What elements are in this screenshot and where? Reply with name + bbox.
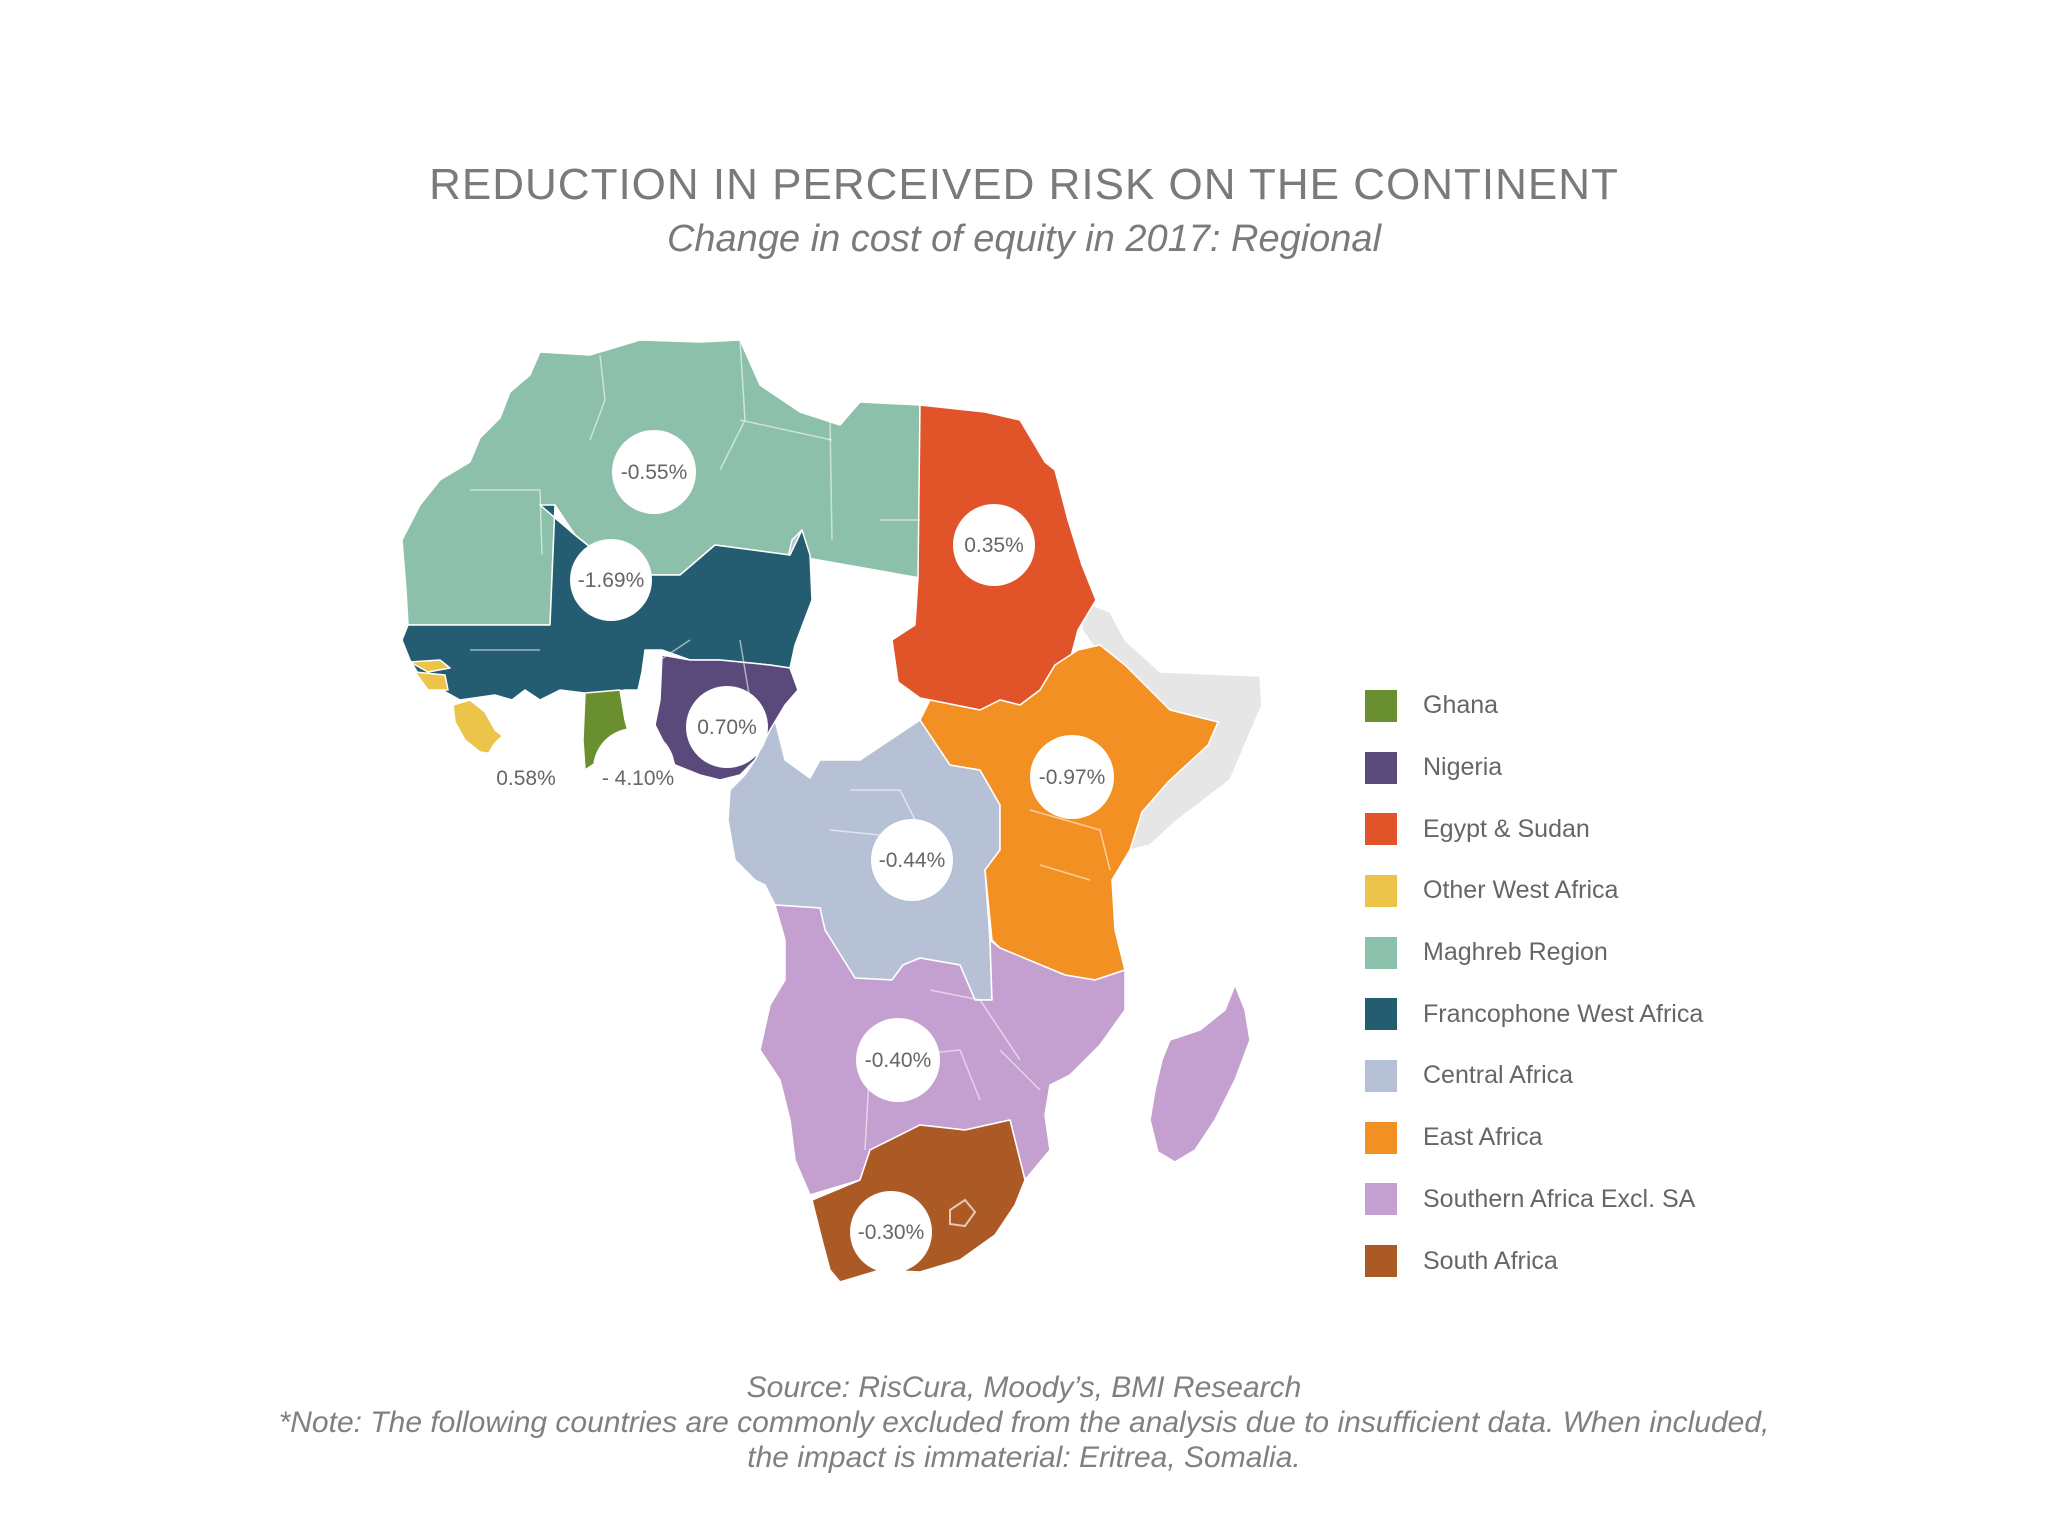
legend-swatch (1365, 813, 1397, 846)
value-label-maghreb: -0.55% (621, 461, 688, 484)
legend-item-maghreb: Maghreb Region (1365, 922, 1925, 984)
legend-swatch (1365, 936, 1397, 969)
legend-swatch (1365, 751, 1397, 784)
region-madagascar (1149, 984, 1251, 1163)
value-label-east: -0.97% (1039, 766, 1106, 789)
region-other-west-c (414, 671, 449, 691)
legend-swatch (1365, 874, 1397, 907)
value-bubble-east: -0.97% (1030, 735, 1114, 819)
legend-item-ghana: Ghana (1365, 675, 1925, 737)
footer-notes: Source: RisCura, Moody’s, BMI Research *… (0, 1370, 2048, 1475)
legend-label: Other West Africa (1423, 876, 1619, 905)
value-bubble-central: -0.44% (871, 819, 953, 901)
value-label-francophone: -1.69% (578, 569, 645, 592)
legend-swatch (1365, 998, 1397, 1031)
value-label-egypt-sudan: 0.35% (964, 534, 1024, 557)
legend-item-southern: Southern Africa Excl. SA (1365, 1169, 1925, 1231)
internal-borders (470, 339, 1111, 1151)
value-bubble-nigeria: 0.70% (686, 686, 768, 768)
region-southern (759, 904, 1126, 1196)
value-bubble-south-africa: -0.30% (850, 1191, 932, 1273)
legend-item-francophone: Francophone West Africa (1365, 983, 1925, 1045)
value-label-ghana: - 4.10% (602, 767, 674, 790)
legend-label: East Africa (1423, 1123, 1543, 1152)
value-bubble-ghana: - 4.10% (593, 728, 675, 810)
value-label-south-africa: -0.30% (858, 1221, 925, 1244)
value-label-southern: -0.40% (865, 1049, 932, 1072)
legend-swatch (1365, 1059, 1397, 1092)
legend-item-egypt-sudan: Egypt & Sudan (1365, 798, 1925, 860)
source-note: Source: RisCura, Moody’s, BMI Research (746, 1371, 1302, 1404)
legend-label: Ghana (1423, 691, 1499, 720)
legend-label: Central Africa (1423, 1061, 1574, 1090)
legend-item-central: Central Africa (1365, 1045, 1925, 1107)
value-bubble-maghreb: -0.55% (612, 430, 696, 514)
value-bubble-other-west: 0.58% (485, 728, 567, 810)
legend-label: Nigeria (1423, 753, 1503, 782)
legend-item-east: East Africa (1365, 1107, 1925, 1169)
map-legend: Ghana Nigeria Egypt & Sudan Other West A… (1365, 675, 1925, 1292)
chart-title: REDUCTION IN PERCEIVED RISK ON THE CONTI… (429, 160, 1619, 209)
legend-item-other-west-africa: Other West Africa (1365, 860, 1925, 922)
legend-label: Southern Africa Excl. SA (1423, 1184, 1696, 1213)
legend-swatch (1365, 1183, 1397, 1216)
value-label-nigeria: 0.70% (697, 716, 757, 739)
value-label-other-west: 0.58% (496, 767, 556, 790)
legend-label: Egypt & Sudan (1423, 814, 1590, 843)
legend-swatch (1365, 689, 1397, 722)
legend-label: Francophone West Africa (1423, 999, 1704, 1028)
value-bubble-southern: -0.40% (856, 1018, 940, 1102)
legend-item-nigeria: Nigeria (1365, 737, 1925, 799)
lesotho-outline (949, 1198, 977, 1228)
legend-label: South Africa (1423, 1246, 1558, 1275)
value-bubble-egypt-sudan: 0.35% (953, 504, 1035, 586)
africa-map: -0.55% 0.35% -1.69% 0.70% -0.97% -0.44% … (401, 339, 1263, 1283)
exclusion-note-continued: the impact is immaterial: Eritrea, Somal… (747, 1441, 1301, 1474)
chart-subtitle: Change in cost of equity in 2017: Region… (666, 218, 1382, 260)
value-label-central: -0.44% (879, 849, 946, 872)
legend-swatch (1365, 1245, 1397, 1278)
value-bubble-francophone: -1.69% (570, 539, 652, 621)
legend-swatch (1365, 1121, 1397, 1154)
exclusion-note: *Note: The following countries are commo… (278, 1406, 1770, 1439)
legend-label: Maghreb Region (1423, 938, 1608, 967)
region-other-west-b (409, 659, 451, 673)
legend-item-south-africa: South Africa (1365, 1230, 1925, 1292)
